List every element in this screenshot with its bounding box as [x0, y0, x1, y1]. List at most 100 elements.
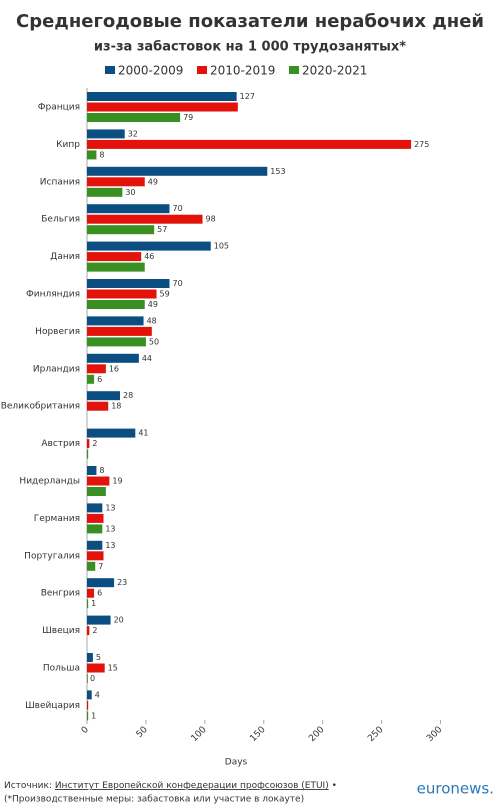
legend-label: 2010-2019: [210, 64, 275, 78]
data-label: 13: [105, 541, 115, 550]
bar: [87, 674, 88, 683]
bar: [87, 289, 157, 299]
x-axis-label: Days: [225, 758, 248, 768]
bar: [87, 449, 89, 459]
data-label: 4: [95, 690, 100, 699]
data-label: 48: [147, 316, 157, 325]
data-label: 0: [90, 674, 95, 683]
data-label: 46: [144, 252, 154, 261]
data-label: 44: [142, 354, 152, 363]
y-tick-label: Швеция: [42, 626, 80, 636]
y-tick-label: Великобритания: [1, 402, 80, 412]
x-tick-label: 100: [190, 725, 209, 744]
bar: [87, 487, 106, 496]
bar: [87, 401, 109, 411]
y-tick-label: Кипр: [56, 140, 80, 150]
source-suffix: •: [332, 781, 337, 791]
source-name[interactable]: Институт Европейской конфедерации профсо…: [55, 781, 329, 791]
bar: [87, 187, 123, 197]
legend-swatch: [197, 66, 207, 74]
data-label: 2: [92, 626, 97, 635]
legend-swatch: [105, 66, 115, 74]
logo: euronews.: [417, 780, 494, 798]
bar: [87, 439, 90, 449]
x-tick-label: 200: [307, 725, 326, 744]
data-label: 59: [160, 290, 170, 299]
legend-label: 2020-2021: [302, 64, 367, 78]
y-tick-label: Португалия: [24, 551, 80, 561]
data-label: 275: [414, 140, 429, 149]
data-label: 49: [148, 177, 158, 186]
y-tick-label: Финляндия: [26, 290, 80, 300]
y-tick-label: Австрия: [41, 439, 80, 449]
y-tick-label: Испания: [40, 177, 80, 187]
y-tick-label: Бельгия: [41, 215, 80, 225]
bar: [87, 214, 203, 224]
chart-subtitle: из-за забастовок на 1 000 трудозанятых*: [94, 40, 406, 55]
data-label: 6: [97, 589, 102, 598]
bar: [87, 690, 92, 700]
bar: [87, 428, 136, 438]
bar: [87, 92, 237, 101]
x-tick-label: 150: [248, 725, 267, 744]
bar: [87, 615, 111, 625]
y-tick-label: Швейцария: [25, 701, 80, 711]
data-label: 1: [91, 599, 96, 608]
bar: [87, 300, 145, 309]
data-label: 18: [111, 402, 121, 411]
bar: [87, 177, 145, 187]
data-label: 13: [105, 524, 115, 533]
source: Источник: Институт Европейской конфедера…: [4, 781, 337, 791]
bar: [87, 364, 106, 374]
data-label: 30: [125, 188, 135, 197]
data-label: 6: [97, 375, 102, 384]
bar: [87, 241, 211, 251]
data-label: 28: [123, 391, 133, 400]
data-label: 7: [98, 562, 103, 571]
bar: [87, 279, 170, 288]
data-label: 23: [117, 578, 127, 587]
bar: [87, 150, 97, 160]
data-label: 1: [91, 711, 96, 720]
data-label: 32: [128, 129, 138, 138]
data-label: 50: [149, 337, 159, 346]
data-label: 98: [205, 215, 215, 224]
bar: [87, 391, 120, 401]
data-label: 16: [109, 364, 119, 373]
bar: [87, 524, 103, 534]
x-tick-label: 50: [135, 725, 150, 740]
data-label: 70: [172, 204, 182, 213]
bar: [87, 139, 412, 149]
legend-swatch: [289, 66, 299, 74]
data-label: 70: [172, 279, 182, 288]
y-tick-label: Дания: [50, 252, 80, 262]
bar: [87, 166, 268, 176]
bar: [87, 353, 139, 363]
bar: [87, 129, 125, 139]
bar: [87, 700, 89, 710]
y-tick-label: Венгрия: [41, 589, 80, 599]
bar: [87, 252, 142, 262]
data-label: 57: [157, 225, 167, 234]
bar: [87, 204, 170, 214]
data-label: 2: [92, 439, 97, 448]
bar: [87, 513, 104, 523]
x-tick-label: 250: [366, 725, 385, 744]
data-label: 41: [138, 429, 148, 438]
bar: [87, 466, 97, 475]
bar: [87, 663, 105, 673]
footnote: (*Производственные меры: забастовка или …: [4, 795, 304, 805]
bar: [87, 102, 238, 112]
bar: [87, 503, 103, 513]
data-label: 105: [214, 242, 229, 251]
bar: [87, 711, 89, 721]
bar: [87, 326, 152, 336]
bar: [87, 599, 89, 609]
source-prefix: Источник:: [4, 781, 52, 791]
bar: [87, 561, 96, 571]
bar: [87, 551, 104, 561]
data-label: 8: [99, 150, 104, 159]
x-tick-label: 0: [80, 725, 91, 736]
data-label: 20: [114, 616, 124, 625]
